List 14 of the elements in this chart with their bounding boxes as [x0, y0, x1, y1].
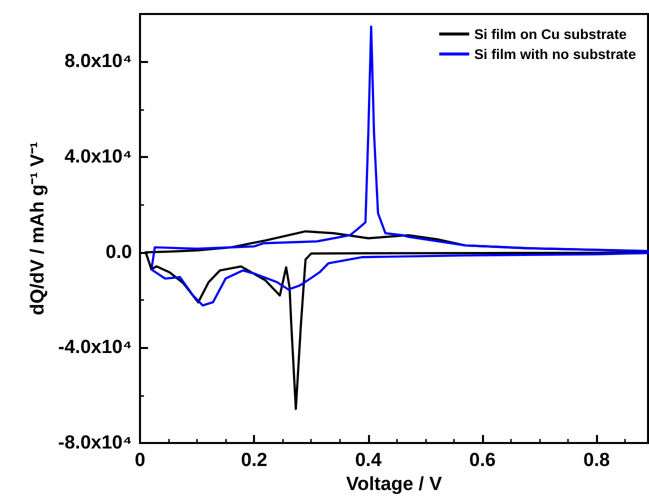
y-tick-label: -8.0x10⁴	[58, 432, 132, 454]
legend-label: Si film with no substrate	[474, 46, 636, 62]
x-tick-label: 0.2	[240, 450, 268, 471]
y-tick-label: 0.0	[106, 242, 132, 263]
x-tick-label: 0.6	[469, 450, 496, 471]
x-axis-title: Voltage / V	[346, 474, 442, 495]
y-axis-title: dQ/dV / mAh g⁻¹ V⁻¹	[27, 142, 48, 316]
x-tick-label: 0.4	[355, 450, 382, 471]
legend-label: Si film on Cu substrate	[474, 26, 627, 42]
y-tick-label: 8.0x10⁴	[64, 51, 132, 72]
y-tick-label: 4.0x10⁴	[64, 146, 132, 168]
x-tick-label: 0	[134, 450, 146, 471]
y-tick-label: -4.0x10⁴	[58, 337, 132, 358]
x-tick-label: 0.8	[583, 450, 610, 471]
